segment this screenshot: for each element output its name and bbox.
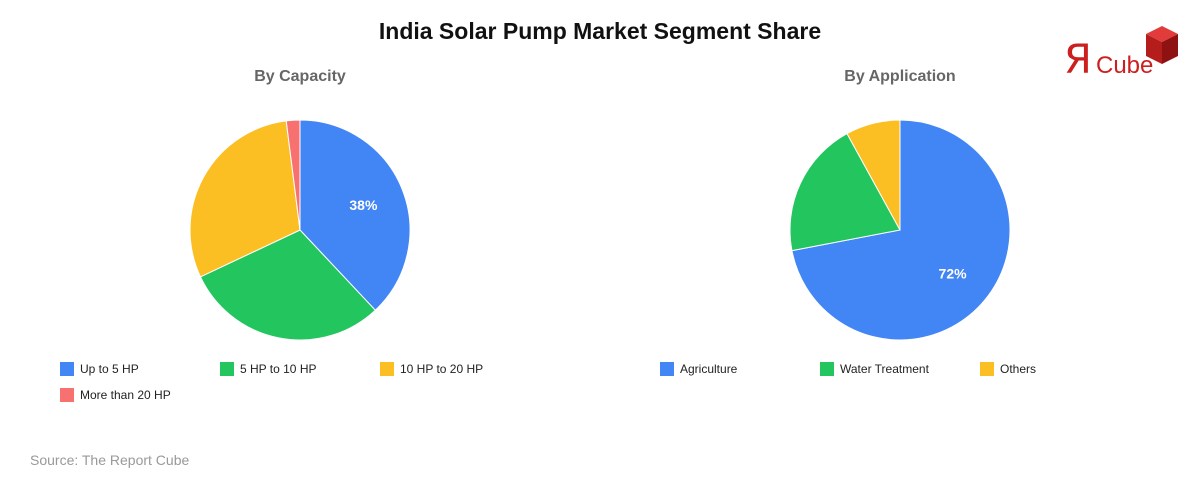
- legend-swatch: [60, 362, 74, 376]
- legend-label: 5 HP to 10 HP: [240, 362, 317, 376]
- legend-label: Agriculture: [680, 362, 738, 376]
- legend-item-5-hp-to-10-hp: 5 HP to 10 HP: [220, 361, 317, 377]
- pie-slice-up-to-5-hp: [299, 119, 411, 311]
- chart-title: India Solar Pump Market Segment Share: [378, 18, 822, 44]
- cube-icon: [1146, 26, 1178, 64]
- application-chart-title: By Application: [844, 68, 956, 85]
- legend-swatch: [980, 362, 994, 376]
- legend-label: Water Treatment: [840, 362, 929, 376]
- pie-slice-more-than-20-hp: [285, 119, 301, 231]
- capacity-pie-chart: By Capacity 38% Up to 5 HP 5 HP to 10 HP 1…: [60, 68, 483, 403]
- pie-slice-10-hp-to-20-hp: [189, 120, 301, 278]
- legend-swatch: [60, 388, 74, 402]
- legend-label: Up to 5 HP: [80, 362, 139, 376]
- legend-item-water-treatment: Water Treatment: [820, 361, 929, 377]
- pie-slice-water-treatment: [789, 132, 901, 252]
- legend-item-more-than-20-hp: More than 20 HP: [60, 387, 171, 403]
- application-pie: 72%: [789, 119, 1011, 341]
- source-note: Source: The Report Cube: [30, 452, 190, 468]
- logo-mark: Я: [1064, 37, 1092, 83]
- pie-slice-others: [846, 119, 901, 231]
- pie-slice-5-hp-to-10-hp: [199, 229, 377, 341]
- legend-label: 10 HP to 20 HP: [400, 362, 484, 376]
- legend-item-10-hp-to-20-hp: 10 HP to 20 HP: [380, 361, 483, 377]
- application-pie-chart: By Application 72% Agriculture Water Trea…: [600, 0, 1200, 480]
- capacity-pie: 38%: [189, 119, 411, 341]
- legend-swatch: [220, 362, 234, 376]
- report-cube-logo: Я Cube: [1058, 24, 1188, 84]
- capacity-chart-title: By Capacity: [254, 68, 346, 85]
- legend-swatch: [380, 362, 394, 376]
- legend-item-others: Others: [980, 361, 1036, 377]
- legend-item-agriculture: Agriculture: [660, 361, 737, 377]
- data-label-agriculture: 72%: [939, 265, 968, 281]
- pie-slice-agriculture: [791, 119, 1011, 341]
- legend-label: More than 20 HP: [80, 388, 171, 402]
- data-label-up-to-5-hp: 38%: [349, 197, 378, 213]
- legend-swatch: [820, 362, 834, 376]
- legend-swatch: [660, 362, 674, 376]
- legend-item-up-to-5-hp: Up to 5 HP: [60, 361, 139, 377]
- legend-label: Others: [1000, 362, 1037, 376]
- logo-text: Cube: [1096, 52, 1154, 79]
